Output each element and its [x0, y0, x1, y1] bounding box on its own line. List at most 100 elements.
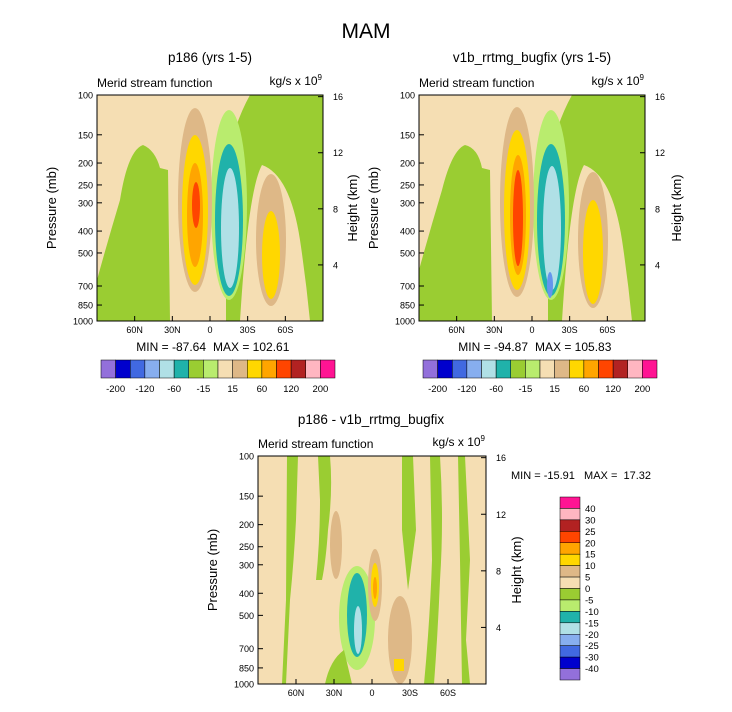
- contour-green-left: [97, 145, 170, 321]
- colorbar-swatch: [290, 359, 306, 379]
- contour-red: [513, 170, 523, 266]
- contour-green-strip-2: [316, 456, 332, 580]
- colorbar-label: -30: [585, 653, 599, 664]
- contour-light-blue: [221, 168, 239, 288]
- y-tick-label: 1000: [395, 317, 415, 327]
- figure-title: MAM: [342, 20, 391, 43]
- y-tick-label: 1000: [73, 317, 93, 327]
- x-tick-label: 30N: [164, 325, 181, 335]
- y-right-tick-label: 4: [333, 260, 338, 270]
- y-right-tick-label: 8: [333, 204, 338, 214]
- panel-units-label: kg/s x 109: [270, 73, 323, 88]
- colorbar-swatch: [247, 359, 263, 379]
- colorbar-label: 10: [585, 561, 596, 572]
- y-tick-label: 850: [239, 663, 254, 673]
- x-tick-label: 30N: [326, 688, 343, 698]
- units-text: kg/s x 10: [433, 435, 481, 449]
- panel-left-label: Merid stream function: [97, 76, 212, 90]
- y-tick-label: 1000: [234, 680, 254, 690]
- contour-green-bottom: [325, 650, 352, 684]
- colorbar-swatch: [261, 359, 277, 379]
- x-tick-label: 0: [529, 325, 534, 335]
- y-tick-label: 150: [400, 130, 415, 140]
- colorbar-swatch: [539, 359, 555, 379]
- colorbar-swatch: [559, 519, 581, 532]
- y-tick-label: 850: [78, 301, 93, 311]
- colorbar-label: 15: [549, 384, 560, 395]
- colorbar-label: 5: [585, 573, 590, 584]
- colorbar-swatch: [144, 359, 160, 379]
- colorbar-p2: -200 -120 -60 -15 15 60 120 200: [422, 359, 658, 395]
- contour-blue: [547, 272, 553, 298]
- colorbar-label: -25: [585, 641, 599, 652]
- units-exponent: 9: [318, 73, 323, 82]
- colorbar-label: 60: [579, 384, 590, 395]
- colorbar-swatch: [559, 508, 581, 521]
- colorbar-swatch: [559, 668, 581, 681]
- y-tick-label: 250: [239, 542, 254, 552]
- colorbar-label: 120: [283, 384, 299, 395]
- colorbar-swatch: [559, 622, 581, 635]
- colorbar-swatch: [559, 565, 581, 578]
- panel-left-label: Merid stream function: [258, 437, 373, 451]
- colorbar-swatch: [481, 359, 497, 379]
- colorbar-swatch: [422, 359, 438, 379]
- colorbar-swatch: [559, 611, 581, 624]
- colorbar-label: 0: [585, 584, 590, 595]
- panel-title: p186 - v1b_rrtmg_bugfix: [298, 412, 445, 427]
- colorbar-swatch: [559, 531, 581, 543]
- max-label: MAX = 102.61: [213, 340, 290, 354]
- y-right-tick-label: 8: [496, 566, 501, 576]
- colorbar-label: 120: [605, 384, 621, 395]
- colorbar-label: 40: [585, 504, 596, 515]
- contour-yellow-south: [583, 200, 603, 304]
- colorbar-label: 30: [585, 515, 596, 526]
- panel-title: v1b_rrtmg_bugfix (yrs 1-5): [453, 50, 611, 65]
- colorbar-label: -60: [167, 384, 181, 395]
- y-tick-label: 100: [78, 91, 93, 101]
- contour-green-strip-4: [424, 456, 442, 684]
- colorbar-swatch: [559, 656, 581, 669]
- contour-red: [192, 182, 200, 228]
- y-tick-label: 700: [400, 281, 415, 291]
- contour-yellow-south: [262, 211, 280, 299]
- colorbar-swatch: [510, 359, 526, 379]
- y-axis-label: Pressure (mb): [205, 529, 220, 611]
- colorbar-label: -200: [106, 384, 125, 395]
- y-right-tick-label: 16: [496, 453, 506, 463]
- colorbar-swatch: [627, 359, 643, 379]
- colorbar-label: 200: [634, 384, 650, 395]
- colorbar-swatch: [232, 359, 248, 379]
- min-label: MIN = -87.64: [136, 340, 206, 354]
- colorbar-label: -200: [428, 384, 447, 395]
- colorbar-swatch: [159, 359, 175, 379]
- colorbar-swatch: [437, 359, 453, 379]
- colorbar-swatch: [559, 588, 581, 601]
- y-axis-label: Pressure (mb): [366, 167, 381, 249]
- contour-orange: [373, 577, 377, 599]
- colorbar-label: -40: [585, 664, 599, 675]
- colorbar-swatch: [559, 542, 581, 555]
- minmax-label: MIN = -15.91 MAX = 17.32: [511, 470, 651, 482]
- colorbar-label: -120: [135, 384, 154, 395]
- colorbar-swatch: [559, 645, 581, 658]
- contour-green-right: [548, 95, 645, 321]
- x-tick-label: 30S: [402, 688, 418, 698]
- y-axis-right-label: Height (km): [509, 536, 524, 603]
- colorbar-label: -15: [585, 618, 599, 629]
- y-tick-label: 300: [239, 560, 254, 570]
- units-exponent: 9: [481, 434, 486, 443]
- y-tick-label: 200: [78, 159, 93, 169]
- y-right-tick-label: 8: [655, 204, 660, 214]
- colorbar-swatch: [217, 359, 233, 379]
- y-tick-label: 200: [400, 159, 415, 169]
- contour-green-left: [419, 145, 492, 321]
- colorbar-label: 25: [585, 527, 596, 538]
- colorbar-label: 15: [227, 384, 238, 395]
- y-right-tick-label: 4: [496, 623, 501, 633]
- contour-green-strip-3: [402, 456, 416, 590]
- colorbar-swatch: [559, 553, 581, 566]
- axes-p1: 100 150 200 250 300 400 500 700 850 1000 16 12 8 4 60N…: [73, 91, 343, 336]
